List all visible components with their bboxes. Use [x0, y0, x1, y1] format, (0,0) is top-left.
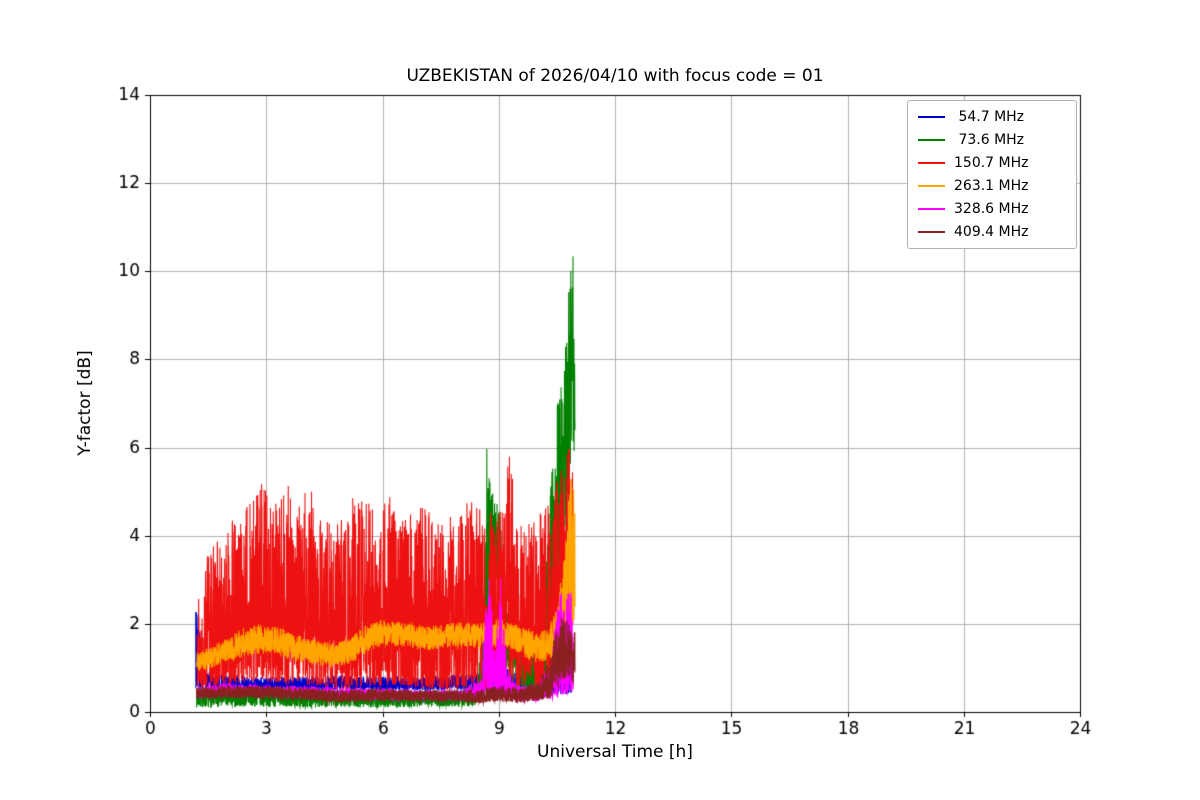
legend-entry: 150.7 MHz: [918, 154, 1066, 172]
legend-entry: 263.1 MHz: [918, 177, 1066, 195]
legend-swatch: [918, 184, 945, 188]
legend-label: 409.4 MHz: [954, 224, 1029, 240]
legend-label: 150.7 MHz: [954, 155, 1029, 171]
legend-swatch: [918, 115, 945, 119]
chart-title: UZBEKISTAN of 2026/04/10 with focus code…: [406, 66, 824, 86]
legend-swatch: [918, 138, 945, 142]
legend-entry: 54.7 MHz: [918, 108, 1066, 126]
legend-label: 73.6 MHz: [954, 132, 1025, 148]
legend-label: 54.7 MHz: [954, 109, 1025, 125]
legend-swatch: [918, 207, 945, 211]
legend-entry: 73.6 MHz: [918, 131, 1066, 149]
x-axis-label: Universal Time [h]: [537, 742, 693, 762]
legend-entry: 409.4 MHz: [918, 223, 1066, 241]
legend-label: 328.6 MHz: [954, 201, 1029, 217]
y-axis-label: Y-factor [dB]: [75, 350, 95, 456]
legend-label: 263.1 MHz: [954, 178, 1029, 194]
legend: 54.7 MHz 73.6 MHz 150.7 MHz 263.1 MHz 32…: [907, 100, 1077, 249]
legend-swatch: [918, 230, 945, 234]
legend-swatch: [918, 161, 945, 165]
legend-entry: 328.6 MHz: [918, 200, 1066, 218]
